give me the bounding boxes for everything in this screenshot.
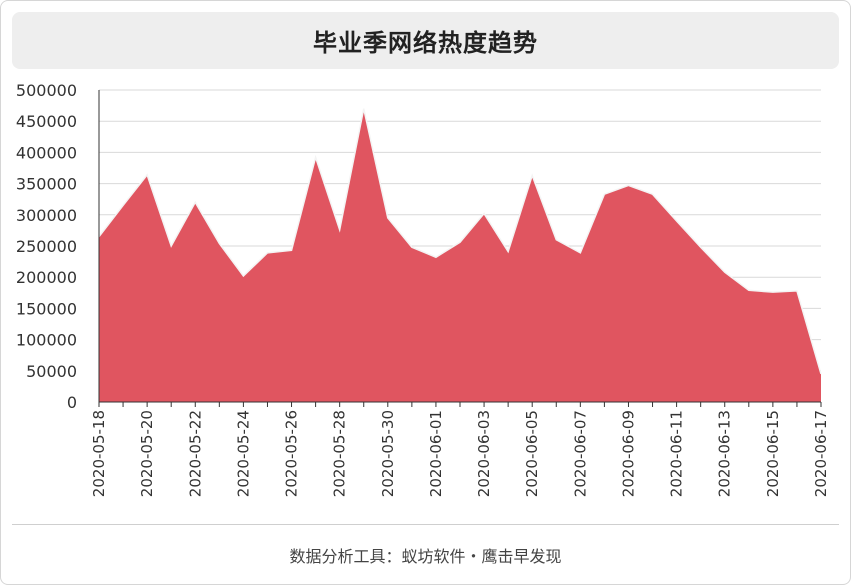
title-bar: 毕业季网络热度趋势 [12,12,839,69]
x-tick-label: 2020-06-13 [716,410,734,497]
x-tick-label: 2020-05-24 [234,410,252,497]
y-tick-label: 50000 [26,362,77,381]
area-series [98,108,822,402]
x-tick-label: 2020-05-18 [90,410,108,497]
y-tick-label: 450000 [16,112,77,131]
y-tick-label: 200000 [16,268,77,287]
x-tick-label: 2020-06-09 [619,410,637,497]
area-fill [99,108,821,402]
series-line [98,108,822,375]
x-tick-label: 2020-05-22 [186,410,204,497]
y-tick-label: 350000 [16,175,77,194]
y-axis-tick-labels: 0 50000 100000 150000 200000 250000 300000 3500… [16,81,77,412]
y-tick-label: 100000 [16,331,77,350]
x-axis-tick-labels: 2020-05-18 2020-05-20 2020-05-22 2020-05-24… [90,410,830,497]
y-tick-label: 300000 [16,206,77,225]
chart-title: 毕业季网络热度趋势 [313,29,538,57]
x-tick-label: 2020-05-28 [331,410,349,497]
x-tick-label: 2020-06-07 [571,410,589,497]
y-tick-label: 0 [67,393,77,412]
x-tick-label: 2020-06-15 [764,410,782,497]
x-tick-label: 2020-06-17 [812,410,830,497]
footer-divider [12,524,839,525]
y-tick-label: 150000 [16,299,77,318]
y-tick-label: 500000 [16,81,77,100]
footer-credit: 数据分析工具：蚁坊软件・鹰击早发现 [289,547,562,566]
x-tick-label: 2020-05-26 [283,410,301,497]
x-tick-label: 2020-06-01 [427,410,445,497]
y-tick-label: 400000 [16,143,77,162]
x-tick-label: 2020-06-05 [523,410,541,497]
y-tick-label: 250000 [16,237,77,256]
axes [98,90,822,407]
x-tick-label: 2020-06-03 [475,410,493,497]
x-tick-label: 2020-06-11 [668,410,686,497]
x-tick-label: 2020-05-20 [138,410,156,497]
x-tick-label: 2020-05-30 [379,410,397,497]
